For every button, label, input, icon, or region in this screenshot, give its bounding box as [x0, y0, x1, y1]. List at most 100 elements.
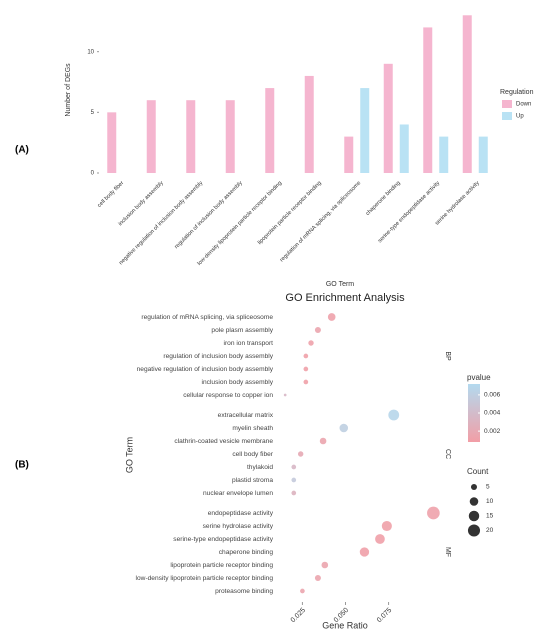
colorbar: [468, 384, 480, 442]
term-label: endopeptidase activity: [208, 510, 274, 517]
x-tick-label: serine hydrolase activity: [434, 180, 481, 227]
x-tick-label: regulation of mRNA splicing, via spliceo…: [279, 180, 362, 263]
legend-label: Up: [516, 114, 524, 120]
dot: [375, 534, 385, 544]
bar: [439, 136, 449, 173]
size-legend-dot: [470, 483, 478, 491]
dot: [381, 520, 392, 532]
size-legend-label: 15: [486, 513, 494, 520]
term-label: regulation of inclusion body assembly: [163, 353, 273, 360]
legend-swatch: [502, 100, 512, 108]
dot: [300, 588, 305, 594]
term-label: cellular response to copper ion: [183, 392, 273, 399]
bar: [462, 15, 472, 173]
dot: [321, 561, 329, 569]
x-tick-label: 0.025: [290, 607, 307, 624]
x-axis-label: Gene Ratio: [322, 620, 368, 630]
x-axis-label: GO Term: [326, 281, 354, 288]
x-tick-label: lipoprotein particle receptor binding: [257, 180, 323, 246]
term-label: proteasome binding: [215, 588, 273, 595]
term-label: pole plasm assembly: [211, 327, 273, 334]
dot: [327, 313, 336, 321]
dot: [303, 366, 309, 372]
y-tick-label: 10: [87, 49, 94, 55]
facet-label: CC: [444, 449, 451, 459]
legend-swatch: [502, 112, 512, 120]
dot: [291, 464, 297, 470]
facet-label: BP: [444, 351, 451, 361]
x-tick-label: 0.075: [376, 607, 393, 624]
term-label: inclusion body assembly: [202, 379, 274, 386]
dot: [283, 393, 287, 397]
x-tick-label: negative regulation of inclusion body as…: [118, 180, 204, 266]
dot: [308, 340, 314, 346]
term-label: negative regulation of inclusion body as…: [137, 366, 274, 373]
facet-label: MF: [444, 547, 451, 557]
legend-label: Down: [516, 102, 531, 108]
size-legend-dot: [469, 497, 479, 506]
term-label: low-density lipoprotein particle recepto…: [136, 575, 274, 582]
panel-label: (B): [15, 460, 29, 471]
size-legend-dot: [467, 524, 481, 537]
legend-title: Count: [467, 467, 489, 476]
colorbar-label: 0.002: [484, 428, 501, 435]
dot: [339, 423, 349, 433]
legend-title: pvalue: [467, 373, 491, 382]
x-tick-label: regulation of inclusion body assembly: [174, 180, 244, 250]
term-label: iron ion transport: [224, 340, 274, 347]
term-label: serine-type endopeptidase activity: [173, 536, 273, 543]
size-legend-dot: [468, 510, 480, 522]
term-label: clathrin-coated vesicle membrane: [174, 438, 273, 445]
bar: [344, 136, 354, 173]
bar: [360, 88, 370, 173]
term-label: cell body fiber: [232, 451, 273, 458]
dot: [427, 506, 440, 520]
x-tick-label: inclusion body assembly: [118, 180, 165, 227]
colorbar-label: 0.006: [484, 392, 501, 399]
bar: [304, 75, 314, 173]
bar: [146, 100, 156, 173]
bar: [399, 124, 409, 173]
bar: [265, 88, 275, 173]
term-label: lipoprotein particle receptor binding: [170, 562, 273, 569]
term-label: plastid stroma: [232, 477, 273, 484]
y-tick-label: 5: [91, 110, 95, 116]
bar: [478, 136, 488, 173]
term-label: regulation of mRNA splicing, via spliceo…: [141, 314, 273, 321]
bar: [423, 27, 433, 174]
dot: [303, 379, 309, 385]
y-tick-label: 0: [91, 171, 95, 177]
x-tick-label: chaperone binding: [365, 180, 402, 217]
term-label: myelin sheath: [232, 425, 273, 432]
bar: [107, 112, 117, 173]
dot: [291, 477, 297, 483]
term-label: nuclear envelope lumen: [203, 490, 273, 497]
dot: [303, 353, 309, 359]
dot: [314, 574, 321, 582]
x-tick-label: cell body fiber: [97, 180, 126, 209]
bar: [186, 100, 196, 173]
size-legend-label: 20: [486, 527, 494, 534]
term-label: chaperone binding: [219, 549, 274, 556]
panel-label: (A): [15, 145, 29, 156]
legend-title: Regulation: [500, 89, 534, 96]
dot: [359, 547, 370, 557]
bar: [383, 63, 393, 173]
dot: [297, 451, 304, 457]
dot: [388, 409, 400, 421]
size-legend-label: 5: [486, 484, 490, 491]
x-tick-label: low-density lipoprotein particle recepto…: [197, 180, 284, 267]
term-label: extracellular matrix: [218, 412, 274, 419]
size-legend-label: 10: [486, 498, 494, 505]
y-axis-label: GO Term: [124, 437, 134, 473]
dot: [319, 437, 327, 445]
term-label: thylakoid: [247, 464, 273, 471]
dot: [314, 326, 321, 334]
bar: [225, 100, 235, 173]
dot: [291, 490, 297, 496]
term-label: serine hydrolase activity: [203, 523, 274, 530]
chart-title: GO Enrichment Analysis: [285, 292, 405, 304]
y-axis-label: Number of DEGs: [65, 63, 72, 117]
